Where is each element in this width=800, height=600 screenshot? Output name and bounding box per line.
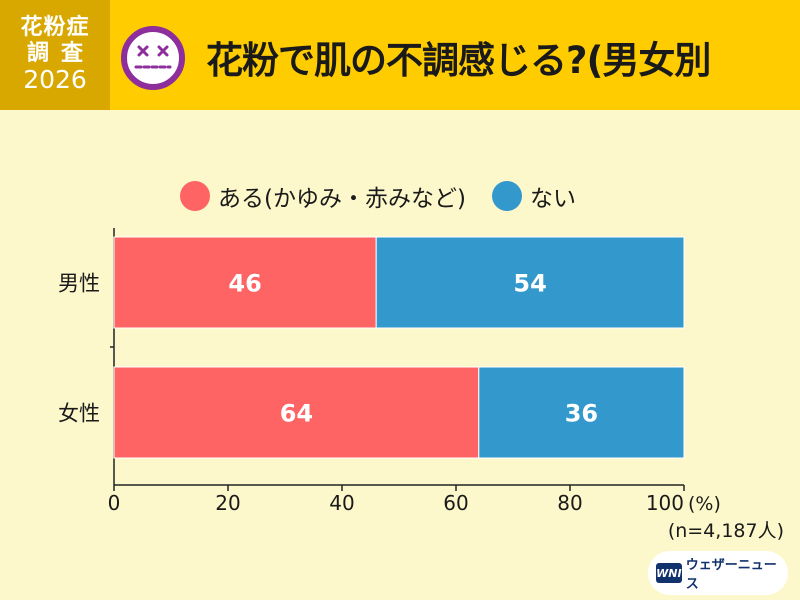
x-tick-label: 80 [557, 491, 582, 515]
legend-item-yes: ある(かゆみ・赤みなど) [180, 179, 466, 213]
legend-label-no: ない [529, 186, 576, 212]
wni-logo-mark: WNI [656, 563, 682, 583]
x-tick-label: 60 [443, 491, 468, 515]
category-label: 男性 [58, 272, 100, 296]
legend-swatch-yes [180, 181, 210, 211]
legend-swatch-no [491, 181, 522, 211]
badge-year: 2026 [23, 64, 87, 94]
x-unit-label: (%) [688, 493, 721, 515]
chart-legend: ある(かゆみ・赤みなど) ない [180, 178, 576, 214]
legend-label-yes: ある(かゆみ・赤みなど) [218, 186, 466, 212]
bar-value-label: 46 [228, 270, 261, 298]
dizzy-face-icon [121, 26, 185, 90]
x-tick-label: 100 [646, 491, 684, 515]
badge-line-2: 調査 [26, 40, 95, 66]
legend-item-no: ない [491, 179, 576, 213]
survey-badge: 花粉症 調査 2026 [0, 0, 110, 110]
bar-value-label: 64 [280, 400, 313, 428]
bar-value-label: 36 [565, 400, 598, 428]
page-title: 花粉で肌の不調感じる?(男女別 [206, 39, 711, 82]
category-label: 女性 [58, 402, 100, 426]
badge-line-1: 花粉症 [20, 15, 90, 41]
x-tick-label: 20 [215, 491, 240, 515]
x-tick-label: 40 [329, 491, 354, 515]
weathernews-logo: WNI ウェザーニュース [648, 551, 788, 595]
bar-value-label: 54 [513, 270, 546, 298]
bar-segment [113, 366, 480, 459]
bar-segment [478, 366, 685, 459]
logo-text: ウェザーニュース [685, 558, 777, 592]
sample-size-note: (n=4,187人) [668, 520, 784, 542]
bar-segment [375, 236, 685, 329]
header-banner: 花粉症 調査 2026 花粉で肌の不調感じる?(男女別 [0, 0, 800, 110]
x-tick-label: 0 [108, 491, 121, 515]
